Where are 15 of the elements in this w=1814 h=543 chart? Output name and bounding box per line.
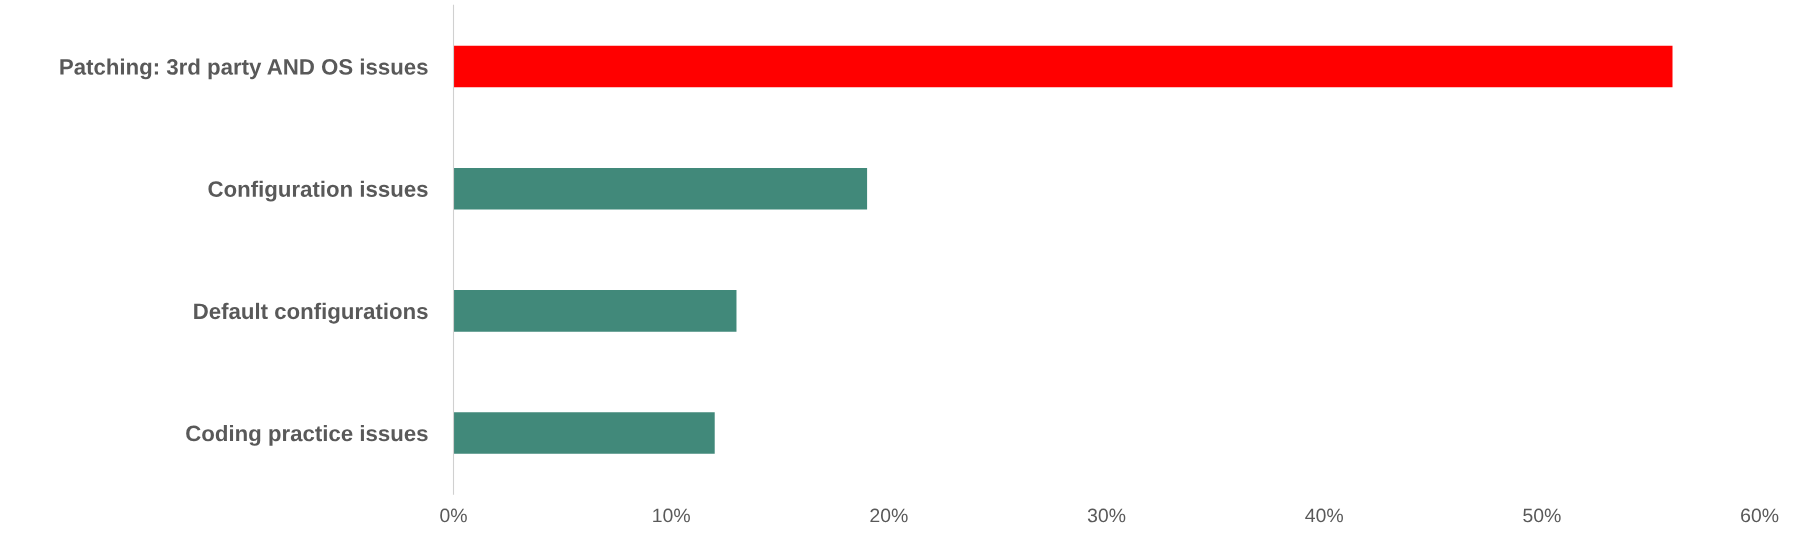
y-tick-label: Configuration issues	[208, 180, 428, 202]
x-tick-label: 60%	[1741, 508, 1779, 523]
bar	[453, 290, 737, 332]
bar	[453, 412, 715, 454]
x-tick-label: 30%	[1087, 508, 1126, 523]
x-tick-label: 0%	[440, 508, 467, 523]
y-tick-label: Coding practice issues	[186, 424, 428, 446]
bar	[453, 167, 868, 210]
x-tick-label: 20%	[870, 508, 908, 523]
x-tick-label: 40%	[1305, 508, 1343, 523]
y-tick-label: Patching: 3rd party AND OS issues	[60, 58, 428, 80]
x-tick-label: 10%	[653, 508, 690, 523]
bar	[453, 45, 1673, 88]
x-tick-label: 50%	[1523, 508, 1561, 523]
y-tick-label: Default configurations	[194, 302, 428, 324]
